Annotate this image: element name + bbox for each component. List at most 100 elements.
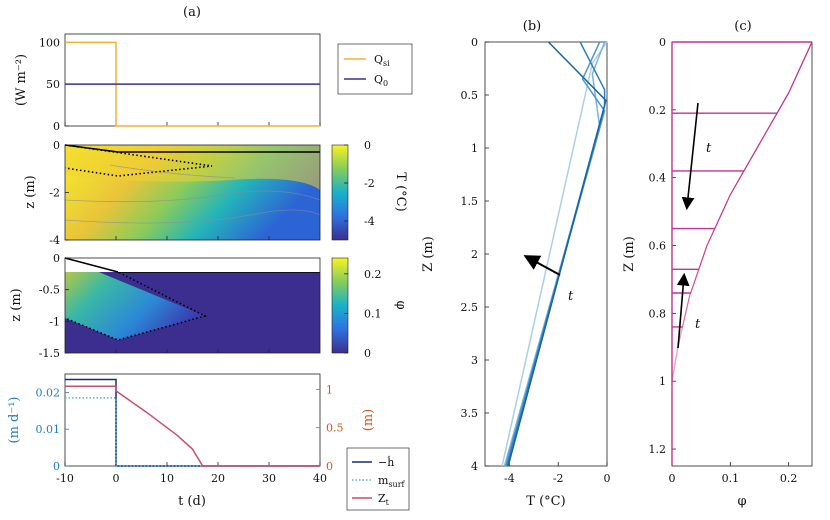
a4-ytick-left-label: 0.02 (36, 386, 61, 399)
panel-a1-flux: (a) 0 50 100 (W m⁻²) Qsi Q0 (14, 5, 413, 133)
c-ytick-label: 0.8 (649, 307, 667, 320)
panel-b-ylabel: Z (m) (421, 236, 436, 272)
panel-a4-legend: −ḣ msurf Zt (346, 447, 410, 511)
panel-a3-porosity: 0 -0.5 -1 -1.5 z (m) 0.2 0.1 0 φ (9, 252, 408, 360)
panel-a4-ylabel-left: (m d⁻¹) (7, 397, 22, 444)
porosity-top-gap (65, 258, 320, 272)
panel-b-time-arrow (523, 255, 561, 276)
panel-c-time-arrow-up (676, 272, 690, 349)
legend-label-qsi: Qsi (374, 53, 390, 68)
c-xtick-label: 0.2 (780, 472, 798, 485)
b-xtick-label: -4 (504, 472, 515, 485)
a4-xtick-label: 40 (313, 472, 327, 485)
panel-a2-ylabel: z (m) (23, 175, 38, 208)
a2-cbtick-label: 0 (364, 139, 371, 152)
panel-a1-axes (64, 33, 321, 127)
a2-cbtick-label: -4 (364, 215, 375, 228)
panel-b-title: (b) (523, 19, 541, 34)
panel-b-axes (484, 41, 608, 467)
a4-xtick-label: -10 (56, 472, 74, 485)
a2-ytick-label: 0 (53, 139, 60, 152)
b-ytick-label: 0 (471, 36, 478, 49)
a1-ytick-label: 0 (53, 120, 60, 133)
panel-c-axes (671, 41, 813, 467)
profile-p5 (507, 41, 607, 467)
a4-ytick-left-label: 0.01 (36, 423, 61, 436)
porosity-profile-2 (714, 41, 813, 229)
porosity-profile-1 (743, 41, 813, 172)
panel-a4-axes (64, 373, 321, 467)
a3-ytick-label: -1.5 (39, 347, 60, 360)
a4-ytick-right-label: 0 (326, 460, 333, 473)
surface-line (64, 144, 119, 153)
panel-a2-temperature: 0 -2 -4 z (m) 0 -2 -4 T (°C) (23, 139, 408, 247)
porosity-profile-4 (690, 41, 813, 294)
a4-xtick-label: 30 (262, 472, 276, 485)
c-ytick-label: 0.6 (649, 240, 667, 253)
panel-c-time-arrow-down (681, 102, 699, 211)
b-ytick-label: 2.5 (461, 301, 479, 314)
b-ytick-label: 0.5 (461, 89, 479, 102)
porosity-profile-5 (682, 41, 813, 328)
a2-cbtick-label: -2 (364, 177, 375, 190)
a4-ytick-right-label: 0.5 (326, 422, 344, 435)
legend-box-a4 (346, 447, 410, 511)
b-ytick-label: 4 (471, 460, 478, 473)
panel-a3-axes (64, 257, 321, 354)
c-ytick-label: 0 (659, 36, 666, 49)
b-ytick-label: 3.5 (461, 407, 479, 420)
a3-cbtick-label: 0.2 (364, 268, 382, 281)
porosity-colorbar (331, 257, 349, 354)
panel-b-temperature-profiles: (b) -4 -2 0 0 0.5 1 1.5 2 2.5 3 3.5 4 t Z (m) T (°C… (421, 19, 611, 509)
panel-a4-ylabel-right: (m) (361, 409, 376, 431)
c-ytick-label: 1.2 (649, 443, 667, 456)
a4-ytick-right-label: 1 (326, 383, 333, 396)
panel-b-xlabel: T (°C) (526, 494, 565, 509)
series-m_surf (65, 397, 320, 467)
contour-2 (64, 209, 321, 224)
temperature-colorbar (331, 144, 349, 241)
panel-a3-ylabel: z (m) (9, 288, 24, 321)
b-xtick-label: -2 (553, 472, 564, 485)
porosity-field (65, 258, 205, 340)
profile-p2 (503, 41, 606, 467)
a1-ytick-label: 100 (39, 36, 60, 49)
c-xtick-label: 0 (669, 472, 676, 485)
a3-ytick-label: -0.5 (39, 284, 60, 297)
a4-xtick-label: 10 (160, 472, 174, 485)
a1-ytick-label: 50 (46, 78, 60, 91)
series-Z_t (65, 385, 320, 467)
panel-c-arrow-label-2: t (695, 317, 701, 332)
a3-cbtick-label: 0 (364, 347, 371, 360)
legend-label-q0: Q0 (374, 73, 388, 88)
porosity-profile-3 (698, 41, 813, 270)
a3-ytick-label: -1 (49, 315, 60, 328)
panel-c-porosity-profiles: (c) 0 0.1 0.2 0 0.2 0.4 0.6 0.8 1 1.2 t t Z (m) φ (622, 19, 813, 509)
a4-ytick-left-label: 0 (53, 460, 60, 473)
contour-1 (64, 190, 321, 203)
panel-a4-xlabel: t (d) (178, 494, 206, 509)
b-ytick-label: 2 (471, 248, 478, 261)
panel-c-title: (c) (734, 19, 751, 34)
a4-xtick-label: 20 (211, 472, 225, 485)
legend-box (337, 43, 413, 95)
legend-label-hdot: −ḣ (378, 455, 394, 469)
panel-a1-ylabel: (W m⁻²) (14, 54, 29, 106)
b-ytick-label: 1 (471, 142, 478, 155)
profile-p3 (505, 41, 606, 467)
a3-cbtick-label: 0.1 (364, 307, 382, 320)
b-xtick-label: 0 (604, 472, 611, 485)
panel-a-title: (a) (183, 5, 201, 20)
panel-b-arrow-label: t (568, 289, 574, 304)
a4-xtick-label: 0 (113, 472, 120, 485)
b-ytick-label: 1.5 (461, 195, 479, 208)
porosity-envelope (671, 41, 813, 382)
a2-ytick-label: -2 (49, 187, 60, 200)
temperature-colorbar-label: T (°C) (393, 172, 408, 211)
legend-label-msurf: msurf (378, 474, 406, 489)
porosity-surface-edge (64, 257, 119, 273)
panel-c-xlabel: φ (737, 494, 746, 509)
contour-3 (109, 164, 236, 179)
